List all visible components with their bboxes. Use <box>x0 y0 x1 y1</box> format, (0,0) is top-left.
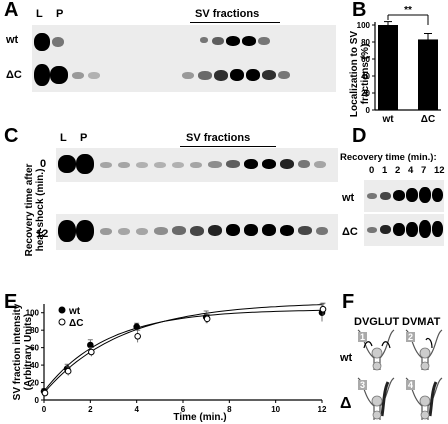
e-ytick-label: 40 <box>30 361 39 370</box>
b-ytick-label: 0 <box>366 106 371 115</box>
row-label-delta-f: Δ <box>340 395 352 412</box>
schematic-f: 1 2 3 4 <box>357 329 443 420</box>
col-label-dvmat: DVMAT <box>402 316 441 328</box>
e-xtick-label: 6 <box>181 405 186 414</box>
e-xtick-label: 8 <box>227 405 232 414</box>
time-label: 7 <box>421 165 427 176</box>
time-label: 12 <box>434 165 445 176</box>
panel-label-f: F <box>342 291 355 313</box>
chart-e-xlabel: Time (min.) <box>173 412 226 423</box>
e-ytick-label: 80 <box>30 326 39 335</box>
schematic-cell-2 <box>405 329 443 371</box>
panel-label-e: E <box>4 291 18 313</box>
significance-marker: ** <box>404 5 412 16</box>
blot-d-wt <box>364 180 444 212</box>
legend-marker <box>58 306 66 314</box>
bar-0 <box>378 25 398 110</box>
e-xtick-label: 0 <box>42 405 47 414</box>
e-ytick-label: 100 <box>26 309 40 318</box>
schematic-number: 2 <box>408 332 413 342</box>
lane-label-p-c: P <box>80 132 88 144</box>
fractions-bracket <box>190 22 280 23</box>
row-label-wt-d: wt <box>342 192 355 204</box>
panel-label-a: A <box>4 0 19 21</box>
time-labels: 0 1 2 4 7 12 <box>364 165 445 177</box>
panel-label-d: D <box>352 125 367 147</box>
chart-b-ylabel: Localization to SVfractions (%) <box>349 31 371 117</box>
recovery-time-title: Recovery time (min.): <box>340 152 437 163</box>
data-point-open <box>203 315 211 323</box>
chart-b: Localization to SVfractions (%) 0 20 40 60 8… <box>349 5 441 125</box>
time-label: 2 <box>395 165 401 176</box>
col-label-dvglut: DVGLUT <box>354 316 400 328</box>
e-xtick-label: 2 <box>88 405 93 414</box>
b-ytick-label: 80 <box>361 38 370 47</box>
legend-marker <box>58 318 66 326</box>
chart-e-ylabel: SV fraction intensity(Arbitrary Units) <box>12 303 34 400</box>
lane-label-l: L <box>36 8 43 20</box>
blot-c-12 <box>56 214 338 250</box>
bar-category-label: ΔC <box>421 114 435 125</box>
lane-label-l-c: L <box>60 132 67 144</box>
schematic-cell-1 <box>357 329 395 371</box>
bar-1 <box>418 39 438 111</box>
chart-e: SV fraction intensity(Arbitrary Units) 0… <box>12 302 327 423</box>
schematic-cell-3 <box>357 377 395 420</box>
e-ytick-label: 0 <box>35 396 40 405</box>
row-label-12: 12 <box>36 228 49 240</box>
data-point-filled <box>133 323 140 330</box>
legend-label: wt <box>68 306 81 317</box>
time-label: 4 <box>408 165 414 176</box>
fractions-label-c: SV fractions <box>186 132 251 144</box>
svg-text:Recovery time afterheat-shock: Recovery time afterheat-shock (min.) <box>24 163 46 256</box>
data-point-open <box>319 305 327 313</box>
row-label-dc-d: ΔC <box>342 226 358 238</box>
row-label-wt-f: wt <box>340 352 353 364</box>
e-xtick-label: 4 <box>134 405 139 414</box>
panel-label-b: B <box>352 0 367 21</box>
schematic-number: 3 <box>360 380 365 390</box>
bar-category-label: wt <box>381 114 394 125</box>
fractions-bracket-c <box>180 146 276 147</box>
row-label-wt: wt <box>6 34 19 46</box>
data-point-open <box>64 367 72 375</box>
b-ytick-label: 40 <box>361 72 370 81</box>
blot-a-dc <box>32 60 336 92</box>
time-label: 1 <box>382 165 388 176</box>
schematic-cell-4 <box>405 377 443 420</box>
data-point-open <box>134 332 141 340</box>
data-point-filled <box>87 341 94 349</box>
fractions-label: SV fractions <box>195 8 260 20</box>
recovery-axis-label: Recovery time afterheat-shock (min.) <box>24 163 46 256</box>
b-ytick-label: 60 <box>361 55 370 64</box>
data-point-open <box>41 389 49 397</box>
blot-a-wt <box>32 25 336 60</box>
e-xtick-label: 10 <box>271 405 280 414</box>
time-label: 0 <box>369 165 375 176</box>
data-point-open <box>88 348 95 356</box>
panel-label-c: C <box>4 125 19 147</box>
schematic-number: 1 <box>360 332 365 342</box>
row-label-0: 0 <box>40 158 47 170</box>
fit-curve-0 <box>43 309 323 392</box>
row-label-dc: ΔC <box>6 69 22 81</box>
legend-label: ΔC <box>69 318 83 329</box>
blot-c-0 <box>56 148 338 182</box>
e-ytick-label: 60 <box>30 344 39 353</box>
schematic-number: 4 <box>408 380 413 390</box>
blot-d-dc <box>364 214 444 246</box>
lane-label-p: P <box>56 8 64 20</box>
b-ytick-label: 20 <box>361 89 370 98</box>
e-ytick-label: 20 <box>30 379 39 388</box>
e-xtick-label: 12 <box>318 405 327 414</box>
b-ytick-label: 100 <box>357 21 371 30</box>
